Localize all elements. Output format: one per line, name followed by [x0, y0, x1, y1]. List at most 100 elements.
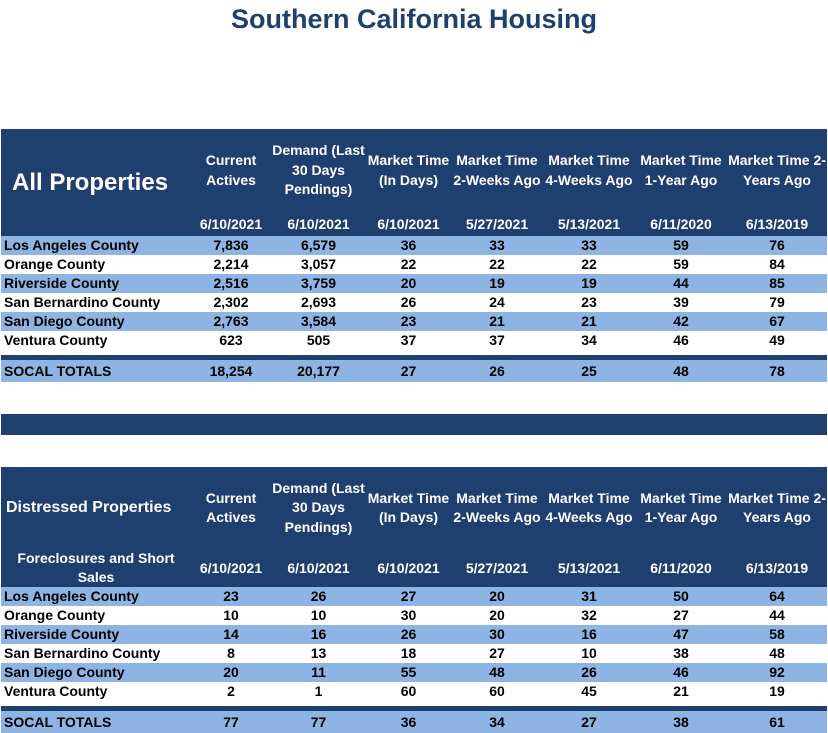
data-cell: 34 [543, 331, 635, 350]
date-cell: 6/10/2021 [191, 212, 271, 236]
data-cell: 30 [451, 625, 543, 644]
data-cell: 26 [366, 293, 451, 312]
data-cell: 84 [727, 255, 827, 274]
data-cell: 59 [635, 255, 727, 274]
county-name: Ventura County [1, 682, 191, 701]
table-row: Los Angeles County 7,836 6,579 36 33 33 59 76 [1, 236, 827, 255]
data-cell: 20 [366, 274, 451, 293]
county-name: San Bernardino County [1, 293, 191, 312]
table-row: San Diego County 20 11 55 48 26 46 92 [1, 663, 827, 682]
data-cell: 46 [635, 331, 727, 350]
data-cell: 60 [451, 682, 543, 701]
county-name: Riverside County [1, 274, 191, 293]
total-cell: 48 [635, 360, 727, 382]
data-cell: 2,763 [191, 312, 271, 331]
table-row: Riverside County 14 16 26 30 16 47 58 [1, 625, 827, 644]
total-cell: 25 [543, 360, 635, 382]
table-row: San Diego County 2,763 3,584 23 21 21 42 67 [1, 312, 827, 331]
data-cell: 32 [543, 606, 635, 625]
col-header-market-time-4w: Market Time 4-Weeks Ago [543, 129, 635, 212]
data-cell: 48 [727, 644, 827, 663]
data-cell: 76 [727, 236, 827, 255]
county-name: San Bernardino County [1, 644, 191, 663]
data-cell: 21 [451, 312, 543, 331]
data-cell: 20 [451, 606, 543, 625]
data-cell: 6,579 [271, 236, 366, 255]
data-cell: 27 [635, 606, 727, 625]
table-row: Orange County 2,214 3,057 22 22 22 59 84 [1, 255, 827, 274]
data-cell: 48 [451, 663, 543, 682]
data-cell: 60 [366, 682, 451, 701]
table-row: Ventura County 623 505 37 37 34 46 49 [1, 331, 827, 350]
data-cell: 20 [191, 663, 271, 682]
col-header-market-time-1y: Market Time 1-Year Ago [635, 129, 727, 212]
data-cell: 37 [451, 331, 543, 350]
data-cell: 10 [191, 606, 271, 625]
data-cell: 79 [727, 293, 827, 312]
county-name: Orange County [1, 606, 191, 625]
total-cell: 77 [271, 711, 366, 733]
data-cell: 16 [543, 625, 635, 644]
col-header-market-time-4w: Market Time 4-Weeks Ago [543, 467, 635, 549]
data-cell: 21 [635, 682, 727, 701]
table-row: Ventura County 2 1 60 60 45 21 19 [1, 682, 827, 701]
data-cell: 45 [543, 682, 635, 701]
data-cell: 31 [543, 587, 635, 606]
data-cell: 22 [366, 255, 451, 274]
date-cell: 6/11/2020 [635, 212, 727, 236]
total-cell: 20,177 [271, 360, 366, 382]
total-cell: 78 [727, 360, 827, 382]
data-cell: 44 [727, 606, 827, 625]
data-cell: 19 [451, 274, 543, 293]
date-cell: 6/10/2021 [271, 549, 366, 587]
data-cell: 39 [635, 293, 727, 312]
data-cell: 1 [271, 682, 366, 701]
data-cell: 16 [271, 625, 366, 644]
data-cell: 59 [635, 236, 727, 255]
data-cell: 27 [366, 587, 451, 606]
data-cell: 21 [543, 312, 635, 331]
data-cell: 24 [451, 293, 543, 312]
data-cell: 19 [727, 682, 827, 701]
distressed-properties-table: Distressed Properties Current Actives De… [1, 467, 827, 733]
data-cell: 30 [366, 606, 451, 625]
col-header-demand: Demand (Last 30 Days Pendings) [271, 467, 366, 549]
table-row: Orange County 10 10 30 20 32 27 44 [1, 606, 827, 625]
total-cell: 38 [635, 711, 727, 733]
data-cell: 10 [543, 644, 635, 663]
page-title: Southern California Housing [230, 4, 597, 34]
data-cell: 33 [451, 236, 543, 255]
data-cell: 37 [366, 331, 451, 350]
county-name: Los Angeles County [1, 236, 191, 255]
data-cell: 20 [451, 587, 543, 606]
col-header-market-time-2y: Market Time 2-Years Ago [727, 129, 827, 212]
date-cell: 5/27/2021 [451, 549, 543, 587]
data-cell: 3,584 [271, 312, 366, 331]
county-name: Riverside County [1, 625, 191, 644]
data-cell: 2,693 [271, 293, 366, 312]
col-header-demand: Demand (Last 30 Days Pendings) [271, 129, 366, 212]
data-cell: 7,836 [191, 236, 271, 255]
county-name: Los Angeles County [1, 587, 191, 606]
data-cell: 18 [366, 644, 451, 663]
table-row: Riverside County 2,516 3,759 20 19 19 44 85 [1, 274, 827, 293]
table-row: San Bernardino County 8 13 18 27 10 38 48 [1, 644, 827, 663]
col-header-market-time-2w: Market Time 2-Weeks Ago [451, 467, 543, 549]
data-cell: 58 [727, 625, 827, 644]
county-name: Orange County [1, 255, 191, 274]
data-cell: 44 [635, 274, 727, 293]
data-cell: 11 [271, 663, 366, 682]
data-cell: 505 [271, 331, 366, 350]
data-cell: 49 [727, 331, 827, 350]
county-name: San Diego County [1, 312, 191, 331]
data-cell: 3,759 [271, 274, 366, 293]
total-cell: 61 [727, 711, 827, 733]
section-label-all: All Properties [1, 129, 191, 236]
all-properties-table: All Properties Current Actives Demand (L… [1, 129, 827, 382]
data-cell: 2,214 [191, 255, 271, 274]
data-cell: 23 [191, 587, 271, 606]
data-cell: 22 [543, 255, 635, 274]
date-cell: 5/27/2021 [451, 212, 543, 236]
col-header-market-time-2y: Market Time 2-Years Ago [727, 467, 827, 549]
date-cell: 6/10/2021 [271, 212, 366, 236]
